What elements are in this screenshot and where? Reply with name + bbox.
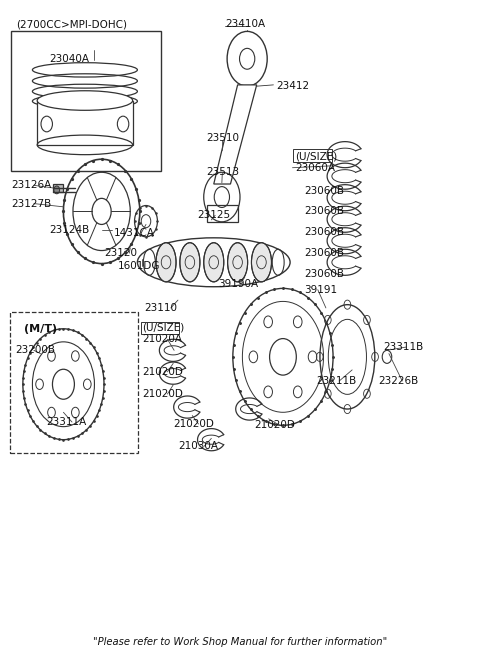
Text: 21020D: 21020D	[173, 419, 214, 429]
Polygon shape	[37, 100, 132, 145]
Text: (M/T): (M/T)	[24, 324, 58, 335]
Text: 39190A: 39190A	[218, 279, 259, 289]
Bar	[206, 205, 238, 222]
Text: 23124B: 23124B	[49, 225, 89, 234]
Text: 23120: 23120	[104, 248, 137, 258]
Text: 23226B: 23226B	[378, 376, 419, 386]
Ellipse shape	[180, 243, 200, 282]
Text: 23311A: 23311A	[47, 417, 87, 427]
Text: 23513: 23513	[206, 167, 240, 178]
Text: 23311B: 23311B	[383, 342, 423, 352]
Text: 23060A: 23060A	[295, 162, 335, 173]
Polygon shape	[214, 85, 257, 184]
Bar	[293, 149, 332, 162]
Text: 23126A: 23126A	[11, 180, 51, 191]
Ellipse shape	[156, 243, 176, 282]
Ellipse shape	[204, 243, 224, 282]
Text: 21020A: 21020A	[142, 334, 182, 345]
Text: 23211B: 23211B	[316, 376, 357, 386]
Bar	[11, 31, 161, 171]
Text: 23060B: 23060B	[304, 248, 345, 258]
Bar	[10, 312, 138, 453]
Text: (2700CC>MPI-DOHC): (2700CC>MPI-DOHC)	[16, 19, 127, 29]
Text: 1431CA: 1431CA	[114, 228, 155, 238]
Text: 23060B: 23060B	[304, 185, 345, 196]
Text: 21020D: 21020D	[142, 367, 183, 377]
Ellipse shape	[228, 243, 248, 282]
Text: 23412: 23412	[276, 81, 309, 91]
Text: 21020D: 21020D	[254, 421, 295, 430]
Text: 23060B: 23060B	[304, 227, 345, 237]
Ellipse shape	[252, 243, 272, 282]
Text: "Please refer to Work Shop Manual for further information": "Please refer to Work Shop Manual for fu…	[93, 637, 387, 647]
Ellipse shape	[37, 91, 132, 110]
Text: 23060B: 23060B	[304, 269, 345, 279]
Text: 23110: 23110	[144, 303, 178, 313]
Circle shape	[54, 186, 60, 194]
Text: 23410A: 23410A	[226, 19, 266, 29]
Text: (U/SIZE): (U/SIZE)	[295, 151, 337, 162]
Text: 21020D: 21020D	[142, 389, 183, 399]
Bar	[53, 184, 63, 192]
Text: 23040A: 23040A	[49, 54, 89, 64]
Text: (U/SIZE): (U/SIZE)	[142, 322, 184, 333]
Text: 21030A: 21030A	[178, 441, 218, 451]
Text: 39191: 39191	[304, 285, 337, 295]
Text: 23127B: 23127B	[11, 198, 51, 208]
Text: 23125: 23125	[197, 210, 230, 220]
Text: 23060B: 23060B	[304, 206, 345, 216]
Bar	[141, 322, 179, 334]
Text: 1601DG: 1601DG	[118, 261, 161, 271]
Text: 23510: 23510	[206, 134, 240, 143]
Text: 23200B: 23200B	[15, 345, 55, 355]
